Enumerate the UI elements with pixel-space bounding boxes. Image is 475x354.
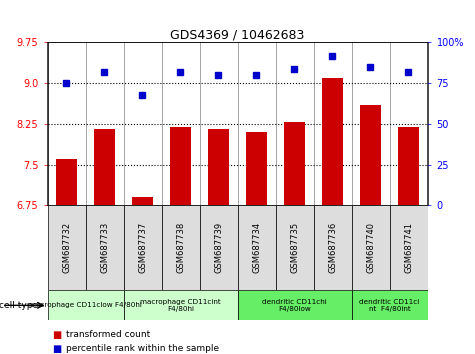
Bar xyxy=(124,290,238,320)
Bar xyxy=(352,205,390,290)
Bar xyxy=(246,132,267,205)
Bar xyxy=(48,205,86,290)
Text: GSM687734: GSM687734 xyxy=(252,222,261,273)
Text: ■: ■ xyxy=(52,330,61,339)
Bar xyxy=(162,205,199,290)
Text: dendritic CD11chi
F4/80low: dendritic CD11chi F4/80low xyxy=(262,299,327,312)
Text: macrophage CD11cint
F4/80hi: macrophage CD11cint F4/80hi xyxy=(140,299,221,312)
Bar xyxy=(48,290,124,320)
Text: GSM687739: GSM687739 xyxy=(214,222,223,273)
Bar xyxy=(314,205,352,290)
Bar xyxy=(208,129,229,205)
Bar xyxy=(352,290,428,320)
Text: GSM687733: GSM687733 xyxy=(100,222,109,273)
Bar xyxy=(322,78,343,205)
Text: GSM687737: GSM687737 xyxy=(138,222,147,273)
Bar xyxy=(200,205,238,290)
Bar xyxy=(86,205,124,290)
Text: ■: ■ xyxy=(52,344,61,354)
Text: GSM687741: GSM687741 xyxy=(404,222,413,273)
Bar xyxy=(390,205,428,290)
Text: percentile rank within the sample: percentile rank within the sample xyxy=(66,344,219,353)
Bar xyxy=(132,197,153,205)
Bar xyxy=(56,159,77,205)
Bar xyxy=(398,127,419,205)
Bar xyxy=(238,205,276,290)
Title: GDS4369 / 10462683: GDS4369 / 10462683 xyxy=(171,28,304,41)
Text: cell type: cell type xyxy=(0,301,38,310)
Text: transformed count: transformed count xyxy=(66,330,151,339)
Text: GSM687736: GSM687736 xyxy=(328,222,337,273)
Text: GSM687735: GSM687735 xyxy=(290,222,299,273)
Text: GSM687740: GSM687740 xyxy=(366,222,375,273)
Bar xyxy=(276,205,314,290)
Bar xyxy=(238,290,352,320)
Bar xyxy=(284,122,305,205)
Bar xyxy=(170,127,191,205)
Text: macrophage CD11clow F4/80hi: macrophage CD11clow F4/80hi xyxy=(29,302,142,308)
Text: dendritic CD11ci
nt  F4/80int: dendritic CD11ci nt F4/80int xyxy=(360,299,419,312)
Text: GSM687732: GSM687732 xyxy=(62,222,71,273)
Text: GSM687738: GSM687738 xyxy=(176,222,185,273)
Bar xyxy=(94,129,115,205)
Bar xyxy=(360,105,381,205)
Bar xyxy=(124,205,162,290)
